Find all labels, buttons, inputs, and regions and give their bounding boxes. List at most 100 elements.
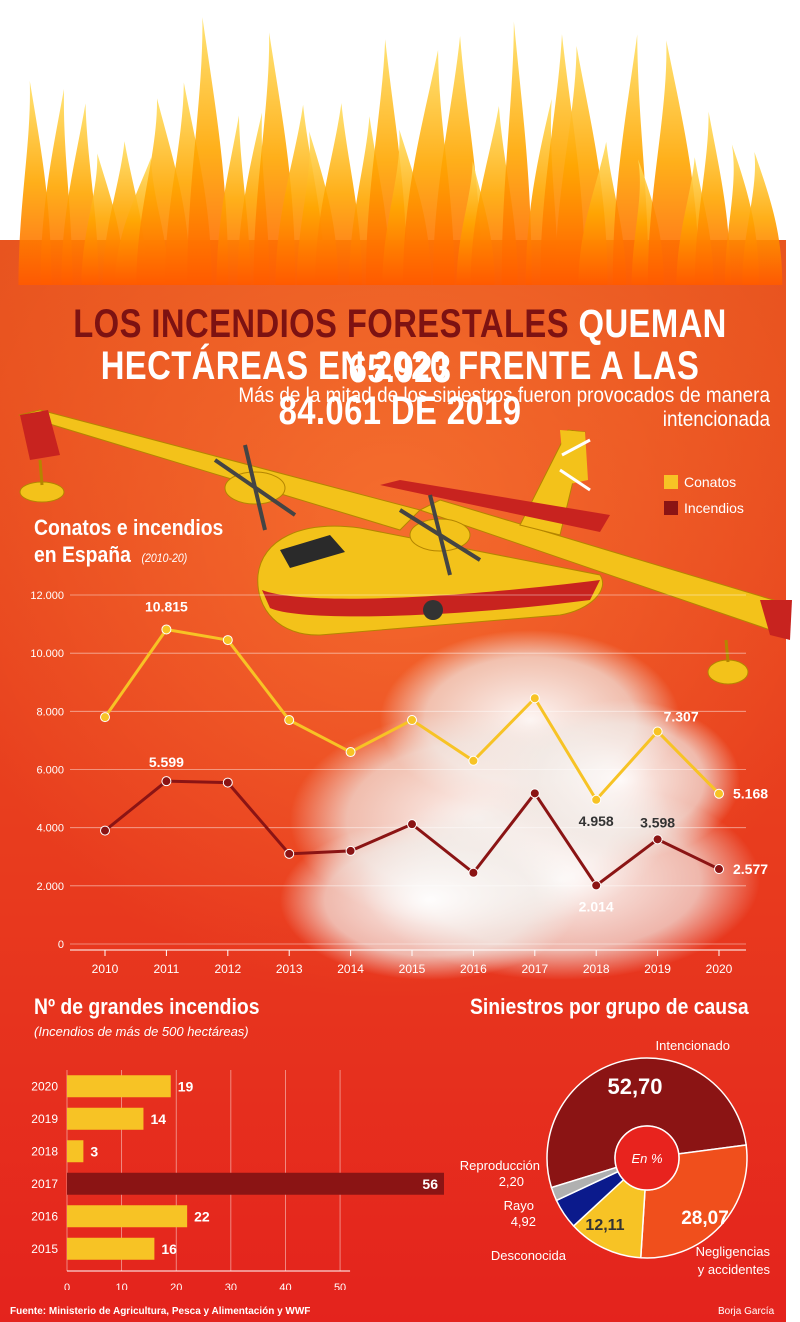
x-tick-label: 2011 bbox=[153, 962, 179, 976]
legend-label-conatos: Conatos bbox=[684, 474, 737, 490]
y-category-label: 2017 bbox=[31, 1177, 58, 1191]
data-label: 2.577 bbox=[733, 861, 768, 877]
data-point bbox=[468, 867, 479, 878]
y-tick-label: 6.000 bbox=[36, 765, 64, 777]
slice-label: y accidentes bbox=[698, 1262, 771, 1277]
data-point bbox=[161, 624, 172, 635]
flame-tongue bbox=[501, 21, 532, 285]
x-tick-label: 2018 bbox=[583, 962, 610, 976]
bar-value-label: 56 bbox=[422, 1176, 438, 1192]
data-label: 10.815 bbox=[145, 598, 188, 614]
slice-label: Intencionado bbox=[656, 1038, 730, 1053]
data-point bbox=[100, 825, 110, 836]
data-point bbox=[714, 864, 724, 875]
donut-center-label: En % bbox=[631, 1151, 662, 1166]
y-tick-label: 4.000 bbox=[36, 823, 64, 835]
y-category-label: 2020 bbox=[31, 1079, 58, 1093]
x-tick-label: 2010 bbox=[92, 962, 119, 976]
legend-item-conatos: Conatos bbox=[664, 474, 736, 490]
x-tick-label: 2019 bbox=[644, 962, 671, 976]
slice-label: Reproducción bbox=[460, 1158, 540, 1173]
headline-part-2: QUEMAN 65.923 bbox=[348, 302, 727, 391]
series-line-conatos bbox=[103, 627, 721, 803]
y-tick-label: 10.000 bbox=[30, 648, 64, 660]
headline-line-2: HECTÁREAS EN 2020 FRENTE A LAS 84.061 DE… bbox=[100, 344, 700, 433]
line-chart: 12.000 10.000 8.000 6.000 4.000 2.000 0 2010 201… bbox=[30, 590, 768, 976]
y-tick-label: 8.000 bbox=[36, 706, 64, 718]
data-point bbox=[529, 788, 540, 799]
bar bbox=[67, 1075, 171, 1098]
bar bbox=[67, 1205, 188, 1228]
data-point bbox=[407, 819, 417, 830]
x-tick-label: 30 bbox=[225, 1282, 237, 1290]
firefighting-plane-illustration bbox=[18, 409, 792, 685]
flame-group bbox=[18, 17, 783, 286]
legend-swatch-incendios bbox=[664, 501, 678, 515]
x-tick-label: 2016 bbox=[460, 962, 487, 976]
data-point bbox=[345, 845, 356, 856]
line-chart-title-line2: en España (2010-20) bbox=[34, 542, 187, 568]
data-label: 3.598 bbox=[640, 814, 675, 830]
data-label: 4.958 bbox=[579, 813, 614, 829]
data-point bbox=[222, 777, 233, 788]
bar-chart-title: Nº de grandes incendios bbox=[34, 994, 260, 1019]
data-label: 7.307 bbox=[664, 708, 699, 724]
data-point bbox=[284, 715, 295, 726]
legend-swatch-conatos bbox=[664, 475, 678, 489]
flame-tongue bbox=[742, 152, 783, 285]
donut-chart-title: Siniestros por grupo de causa bbox=[470, 994, 749, 1019]
slice-label: Rayo bbox=[504, 1198, 534, 1213]
data-point bbox=[100, 712, 110, 723]
author-credit: Borja García bbox=[718, 1306, 775, 1317]
slice-value-label: 52,70 bbox=[607, 1074, 662, 1099]
y-category-label: 2019 bbox=[31, 1112, 58, 1126]
data-point bbox=[714, 788, 724, 799]
data-point bbox=[591, 880, 602, 891]
slice-label: Desconocida bbox=[491, 1248, 567, 1263]
flame-tongue bbox=[314, 103, 362, 285]
source-note: Fuente: Ministerio de Agricultura, Pesca… bbox=[10, 1306, 311, 1317]
data-point bbox=[284, 848, 295, 859]
bar bbox=[67, 1172, 444, 1195]
data-point bbox=[652, 834, 663, 845]
bar bbox=[67, 1237, 155, 1260]
slice-label: Negligencias bbox=[696, 1244, 771, 1259]
line-chart-title-line2-text: en España bbox=[34, 542, 131, 567]
x-tick-label: 2013 bbox=[276, 962, 303, 976]
y-category-label: 2015 bbox=[31, 1242, 58, 1256]
headline-line-1: LOS INCENDIOS FORESTALES QUEMAN 65.923 bbox=[72, 302, 728, 392]
line-chart-title: Conatos e incendios bbox=[34, 515, 224, 540]
bar-value-label: 3 bbox=[90, 1143, 98, 1159]
slice-value-label: 28,07 bbox=[681, 1208, 729, 1229]
flame-tongue bbox=[187, 17, 229, 285]
x-tick-label: 2014 bbox=[337, 962, 364, 976]
x-tick-label: 2020 bbox=[706, 962, 733, 976]
y-tick-label: 0 bbox=[58, 939, 64, 951]
slice-value-label: 12,11 bbox=[585, 1217, 624, 1234]
bar-chart-subtitle: (Incendios de más de 500 hectáreas) bbox=[34, 1024, 249, 1039]
x-tick-label: 10 bbox=[115, 1282, 127, 1290]
flame-tongue bbox=[694, 111, 731, 285]
line-chart-subtitle: (2010-20) bbox=[141, 551, 188, 565]
series-line-incendios bbox=[104, 779, 720, 888]
y-category-label: 2016 bbox=[31, 1209, 58, 1223]
headline-part-1: LOS INCENDIOS FORESTALES bbox=[73, 302, 570, 346]
bar-value-label: 16 bbox=[161, 1241, 177, 1257]
data-point bbox=[529, 693, 540, 704]
data-label: 5.599 bbox=[149, 754, 184, 770]
data-label: 2.014 bbox=[579, 898, 614, 914]
legend-item-incendios: Incendios bbox=[664, 500, 744, 516]
data-point bbox=[345, 747, 356, 758]
slice-label: 4,92 bbox=[511, 1214, 536, 1229]
x-tick-label: 2012 bbox=[214, 962, 241, 976]
bar bbox=[67, 1107, 144, 1130]
slice-label: 2,20 bbox=[499, 1174, 524, 1189]
y-category-label: 2018 bbox=[31, 1144, 58, 1158]
x-tick-label: 20 bbox=[170, 1282, 182, 1290]
x-tick-label: 2015 bbox=[399, 962, 426, 976]
x-tick-label: 2017 bbox=[521, 962, 548, 976]
y-tick-label: 2.000 bbox=[36, 881, 64, 893]
legend-label-incendios: Incendios bbox=[684, 500, 744, 516]
x-tick-label: 50 bbox=[334, 1282, 346, 1290]
